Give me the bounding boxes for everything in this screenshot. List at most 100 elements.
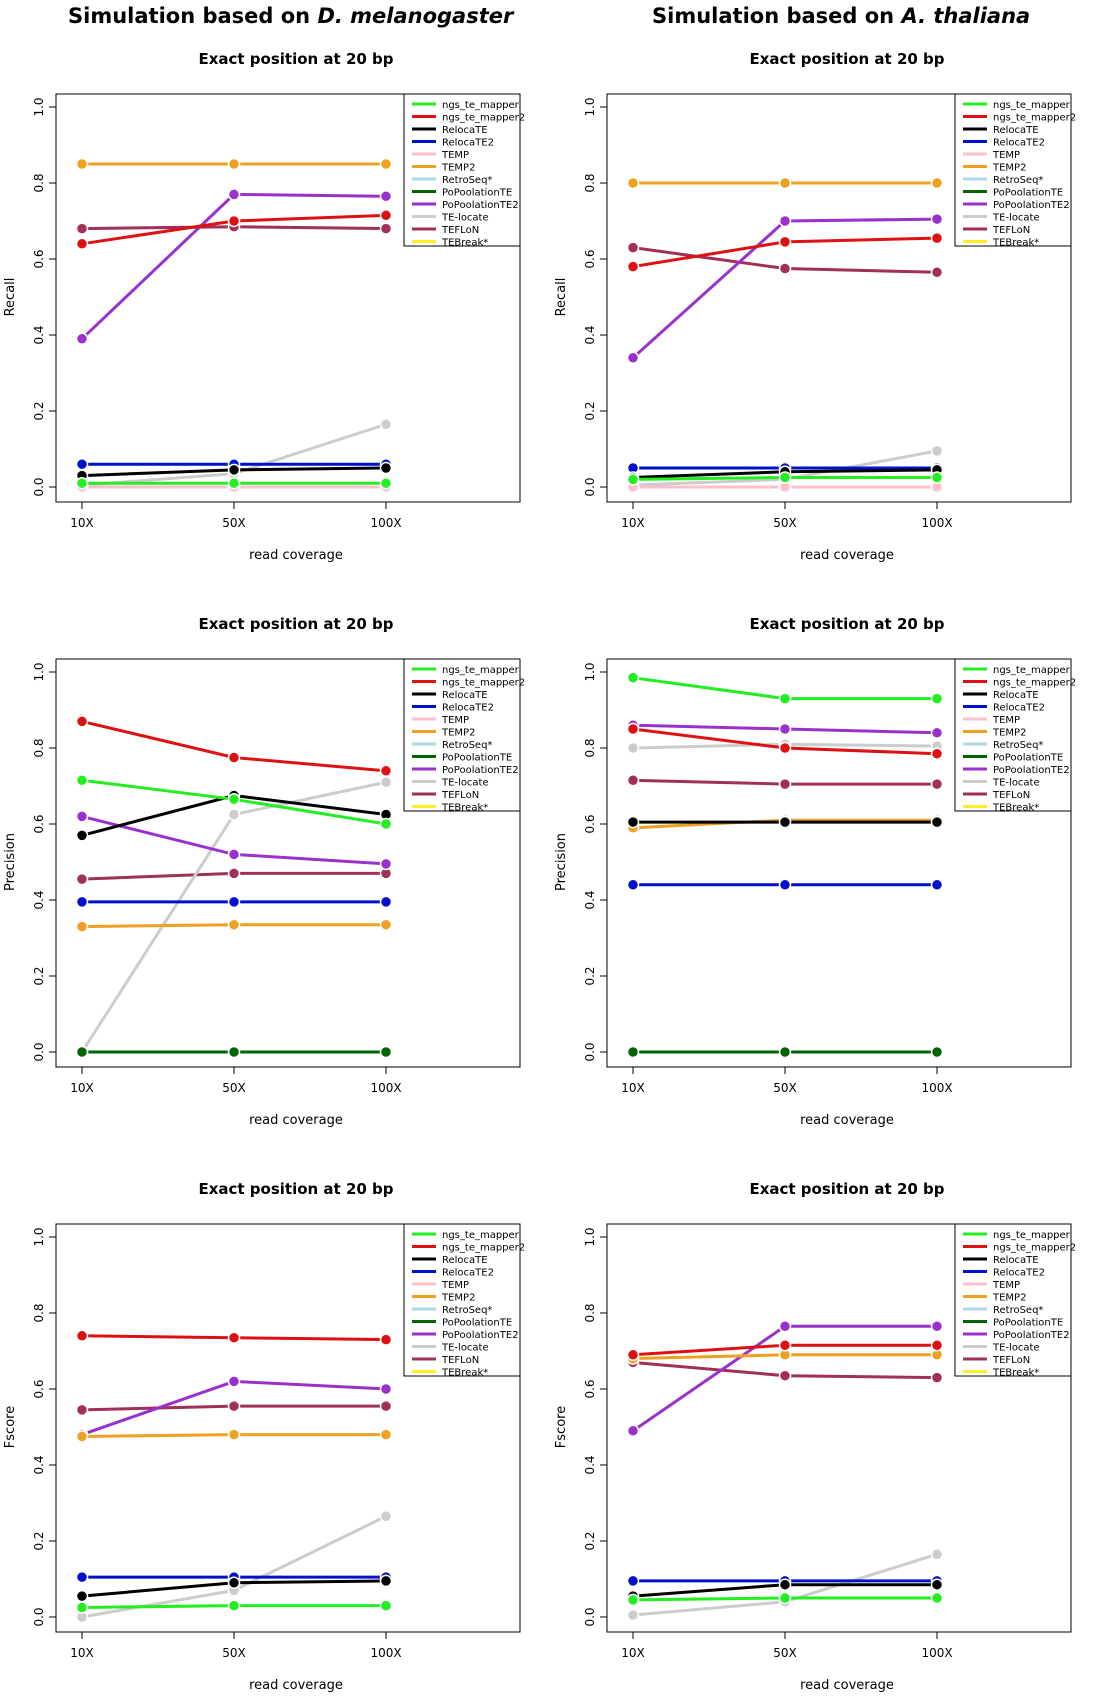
x-tick-label: 100X — [370, 1646, 401, 1660]
y-tick-label: 0.0 — [32, 1607, 46, 1626]
data-point-teflon — [75, 1403, 89, 1417]
data-point-te-locate — [626, 741, 640, 755]
legend-label-temp: TEMP — [441, 150, 469, 161]
y-axis-label: Precision — [3, 833, 18, 891]
legend-label-temp: TEMP — [992, 1280, 1020, 1291]
data-point-ngs-te-mapper2 — [379, 1333, 393, 1346]
data-point-teflon — [227, 1399, 241, 1413]
legend-label-ngs-te-mapper: ngs_te_mapper — [442, 1230, 520, 1241]
data-point-ngs-te-mapper — [379, 1599, 393, 1612]
legend-label-temp2: TEMP2 — [441, 163, 475, 174]
y-tick-label: 0.8 — [32, 738, 46, 757]
y-tick-label: 0.8 — [583, 1303, 597, 1322]
x-axis-label: read coverage — [249, 548, 343, 563]
legend-label-temp2: TEMP2 — [992, 163, 1026, 174]
data-point-popoolationte2 — [778, 214, 792, 228]
legend-label-temp: TEMP — [992, 150, 1020, 161]
legend-label-relocate: RelocaTE — [993, 690, 1039, 701]
data-point-relocate — [626, 815, 640, 829]
data-point-relocate — [930, 1578, 944, 1591]
chart-title: Exact position at 20 bp — [198, 615, 393, 633]
data-point-ngs-te-mapper2 — [626, 722, 640, 736]
data-point-popoolationte — [778, 1045, 792, 1059]
legend-box — [403, 1223, 521, 1377]
plot-frame — [606, 1223, 1072, 1633]
legend-label-tebreak: TEBreak* — [992, 238, 1039, 249]
y-tick-label: 1.0 — [32, 1227, 46, 1246]
data-point-relocate2 — [75, 1570, 89, 1584]
data-point-popoolationte2 — [930, 1320, 944, 1333]
plot-frame — [55, 1223, 521, 1633]
data-point-ngs-te-mapper2 — [227, 1331, 241, 1344]
x-tick-label: 100X — [370, 516, 401, 530]
data-point-relocate — [379, 1574, 393, 1588]
legend-label-ngs-te-mapper2: ngs_te_mapper2 — [993, 1243, 1076, 1254]
legend-box — [403, 93, 521, 247]
data-point-ngs-te-mapper — [778, 471, 792, 484]
legend-label-te-locate: TE-locate — [992, 1343, 1040, 1354]
y-tick-label: 0.0 — [32, 1042, 46, 1061]
legend-label-temp2: TEMP2 — [992, 728, 1026, 739]
legend-label-retroseq: RetroSeq* — [993, 1305, 1043, 1316]
data-point-ngs-te-mapper — [778, 692, 792, 705]
y-tick-label: 0.0 — [583, 1042, 597, 1061]
x-axis-label: read coverage — [249, 1113, 343, 1128]
legend-label-tebreak: TEBreak* — [992, 803, 1039, 814]
data-point-ngs-te-mapper2 — [930, 231, 944, 245]
legend-label-relocate2: RelocaTE2 — [993, 138, 1045, 149]
data-point-ngs-te-mapper — [626, 671, 640, 684]
legend-label-te-locate: TE-locate — [992, 213, 1040, 224]
data-point-teflon — [379, 222, 393, 235]
x-axis-label: read coverage — [800, 1113, 894, 1128]
legend-label-temp: TEMP — [441, 715, 469, 726]
data-point-ngs-te-mapper — [626, 1593, 640, 1607]
data-point-popoolationte2 — [227, 848, 241, 861]
data-point-ngs-te-mapper2 — [379, 209, 393, 222]
data-point-popoolationte — [75, 1045, 89, 1059]
data-point-temp2 — [379, 157, 393, 171]
data-point-temp2 — [778, 176, 792, 190]
y-axis-label: Recall — [554, 278, 569, 317]
data-point-relocate — [379, 461, 393, 475]
data-point-temp2 — [75, 157, 89, 171]
data-point-ngs-te-mapper2 — [778, 1339, 792, 1352]
y-tick-label: 0.0 — [583, 477, 597, 496]
data-point-ngs-te-mapper2 — [227, 751, 241, 764]
x-tick-label: 10X — [70, 1646, 94, 1660]
data-point-ngs-te-mapper2 — [379, 764, 393, 778]
data-point-te-locate — [930, 444, 944, 458]
data-point-te-locate — [930, 1548, 944, 1561]
x-tick-label: 10X — [621, 1081, 645, 1095]
data-point-teflon — [778, 777, 792, 791]
y-tick-label: 0.6 — [583, 1379, 597, 1398]
y-tick-label: 0.6 — [583, 249, 597, 268]
y-tick-label: 0.2 — [583, 1531, 597, 1550]
legend-label-retroseq: RetroSeq* — [993, 740, 1043, 751]
legend-label-ngs-te-mapper: ngs_te_mapper — [993, 665, 1071, 676]
y-tick-label: 1.0 — [583, 662, 597, 681]
plot-frame — [55, 93, 521, 503]
data-point-relocate2 — [227, 895, 241, 909]
data-point-teflon — [626, 241, 640, 254]
x-tick-label: 50X — [222, 516, 246, 530]
data-point-ngs-te-mapper2 — [626, 1348, 640, 1362]
x-tick-label: 10X — [70, 516, 94, 530]
data-point-relocate — [227, 1576, 241, 1590]
recall-chart-thaliana: Exact position at 20 bp 0.0 0.2 0.4 0.6 0.8 1.… — [554, 50, 1076, 563]
data-point-relocate2 — [778, 878, 792, 892]
legend-label-relocate: RelocaTE — [442, 690, 488, 701]
legend-label-ngs-te-mapper: ngs_te_mapper — [442, 100, 520, 111]
y-tick-label: 0.8 — [583, 173, 597, 192]
x-tick-label: 10X — [621, 1646, 645, 1660]
legend-label-relocate: RelocaTE — [993, 1255, 1039, 1266]
data-point-temp2 — [626, 176, 640, 190]
data-point-teflon — [626, 774, 640, 787]
y-tick-label: 0.8 — [583, 738, 597, 757]
y-tick-label: 0.8 — [32, 1303, 46, 1322]
legend-label-temp2: TEMP2 — [441, 728, 475, 739]
data-point-ngs-te-mapper — [379, 476, 393, 490]
legend-label-popoolationte2: PoPoolationTE2 — [993, 765, 1070, 776]
legend-label-teflon: TEFLoN — [441, 790, 479, 801]
